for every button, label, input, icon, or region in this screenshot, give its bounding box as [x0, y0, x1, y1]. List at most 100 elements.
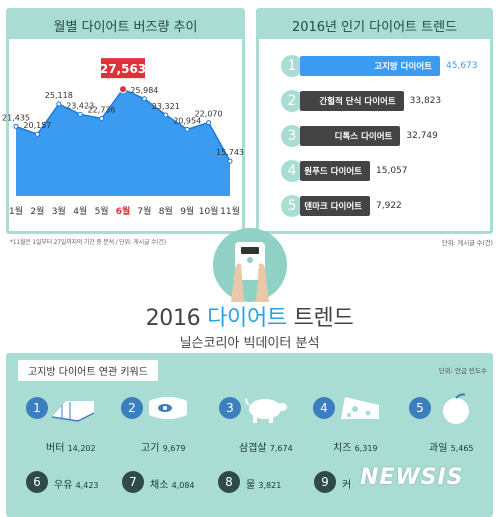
buzz-point	[227, 158, 233, 164]
trend-rank-badge: 3	[281, 125, 303, 147]
buzz-point	[184, 126, 190, 132]
month-tick-label: 2월	[30, 205, 44, 217]
keyword-rank-badge: 7	[122, 471, 144, 493]
month-tick-label: 5월	[95, 205, 109, 217]
scale-icon	[213, 228, 287, 302]
month-tick-label: 3월	[52, 205, 66, 217]
buzz-value-label: 27,563	[100, 62, 146, 76]
month-tick-label: 6월	[116, 205, 131, 217]
butter-icon	[48, 391, 98, 429]
buzz-value-label: 23,321	[152, 102, 180, 111]
keyword-count: 4,084	[171, 481, 195, 490]
headline: 2016 다이어트 트렌드	[0, 300, 499, 332]
trend-bar: 고지방 다이어트	[300, 56, 440, 76]
trend-value: 33,823	[409, 96, 442, 106]
buzz-point	[77, 111, 83, 117]
buzz-value-label: 20,157	[23, 121, 51, 130]
buzz-value-label: 25,984	[130, 86, 158, 95]
trend-value: 7,922	[376, 201, 402, 211]
keyword-rank-badge: 3	[219, 397, 241, 419]
keyword-rank-badge: 8	[218, 471, 240, 493]
keyword-name: 버터	[46, 443, 68, 454]
keyword-rank-badge: 5	[409, 397, 431, 419]
buzz-point	[34, 131, 40, 137]
trend-value: 32,749	[406, 131, 438, 141]
keyword-name: 커	[342, 480, 352, 491]
trend-bar: 덴마크 다이어트	[300, 196, 370, 216]
cheese-icon	[335, 391, 385, 429]
keyword-rank-badge: 9	[314, 471, 336, 493]
keyword-count: 7,674	[269, 444, 293, 453]
buzz-value-label: 22,070	[195, 110, 223, 119]
keyword-label: 치즈 6,319	[333, 439, 378, 454]
keyword-name: 치즈	[333, 443, 355, 454]
headline-rest: 트렌드	[293, 306, 354, 331]
headline-subtitle: 닐슨코리아 빅데이터 분석	[179, 336, 320, 351]
keyword-label: 우유 4,423	[54, 476, 99, 491]
monthly-buzz-chart: 21,435 1월 20,157 2월 25,118 3월 23,423 4월 22,736 5월…	[2, 58, 244, 217]
diet-trend-unit: 단위: 게시글 수(건)	[442, 239, 493, 247]
keyword-count: 5,465	[450, 444, 474, 453]
keywords-unit: 단위: 언급 빈도수	[438, 367, 487, 375]
month-tick-label: 11월	[220, 205, 240, 217]
trend-rank-badge: 1	[281, 55, 303, 77]
pig-icon	[241, 391, 291, 429]
month-tick-label: 10월	[199, 205, 219, 217]
trend-bar: 원푸드 다이어트	[300, 161, 370, 181]
buzz-value-label: 25,118	[45, 91, 73, 100]
trend-rank-badge: 5	[281, 195, 303, 217]
meat-icon	[143, 391, 193, 429]
keyword-count: 9,679	[162, 444, 186, 453]
buzz-value-label: 21,435	[2, 113, 30, 122]
buzz-point	[56, 101, 62, 107]
trend-bar: 디톡스 다이어트	[300, 126, 401, 146]
trend-value: 15,057	[376, 166, 408, 176]
fruit-icon	[431, 391, 481, 429]
month-tick-label: 7월	[137, 205, 151, 217]
trend-rank-badge: 2	[281, 90, 303, 112]
keywords-panel: 고지방 다이어트 연관 키워드 단위: 언급 빈도수 1 버터 14,202 2 고기…	[6, 353, 493, 517]
keyword-name: 물	[246, 480, 259, 491]
buzz-point	[141, 96, 147, 102]
keywords-title: 고지방 다이어트 연관 키워드	[18, 360, 158, 381]
headline-highlight: 다이어트	[207, 306, 287, 331]
buzz-value-label: 23,423	[66, 101, 94, 110]
buzz-point	[163, 112, 169, 118]
monthly-buzz-note: *11월은 1일부터 27일까지의 기간 중 분석 / 단위: 게시글 수(건)	[10, 239, 166, 246]
keyword-rank-badge: 6	[26, 471, 48, 493]
keyword-name: 삼겹살	[239, 443, 270, 454]
month-tick-label: 9월	[180, 205, 194, 217]
month-tick-label: 1월	[9, 205, 23, 217]
buzz-point	[206, 120, 212, 126]
keyword-label: 고기 9,679	[141, 439, 186, 454]
monthly-buzz-panel: 월별 다이어트 버즈량 추이	[6, 8, 245, 234]
keyword-name: 고기	[141, 443, 163, 454]
buzz-point	[119, 85, 127, 94]
keyword-label: 버터 14,202	[46, 439, 96, 454]
month-tick-label: 8월	[159, 205, 173, 217]
keyword-count: 4,423	[75, 481, 99, 490]
keyword-label: 커	[342, 476, 351, 491]
buzz-point	[13, 123, 19, 129]
keyword-name: 채소	[150, 480, 172, 491]
buzz-value-label: 22,736	[88, 106, 116, 115]
keyword-count: 14,202	[67, 444, 96, 453]
buzz-point	[99, 116, 105, 122]
month-tick-label: 4월	[73, 205, 87, 217]
buzz-area	[16, 89, 230, 196]
trend-bar: 간헐적 단식 다이어트	[300, 91, 404, 111]
peak-callout	[101, 58, 145, 79]
keyword-label: 과일 5,465	[429, 439, 474, 454]
keyword-count: 3,821	[258, 481, 282, 490]
trend-value: 45,673	[446, 61, 478, 71]
keyword-rank-badge: 2	[121, 397, 143, 419]
diet-trend-title: 2016년 인기 다이어트 트렌드	[259, 11, 490, 39]
keyword-name: 우유	[54, 480, 76, 491]
keyword-count: 6,319	[354, 444, 378, 453]
keyword-name: 과일	[429, 443, 451, 454]
keyword-rank-badge: 4	[313, 397, 335, 419]
headline-year: 2016	[145, 306, 201, 331]
newsis-watermark: NEWSIS	[360, 465, 464, 490]
buzz-value-label: 20,954	[173, 116, 201, 125]
keyword-label: 물 3,821	[246, 476, 281, 491]
